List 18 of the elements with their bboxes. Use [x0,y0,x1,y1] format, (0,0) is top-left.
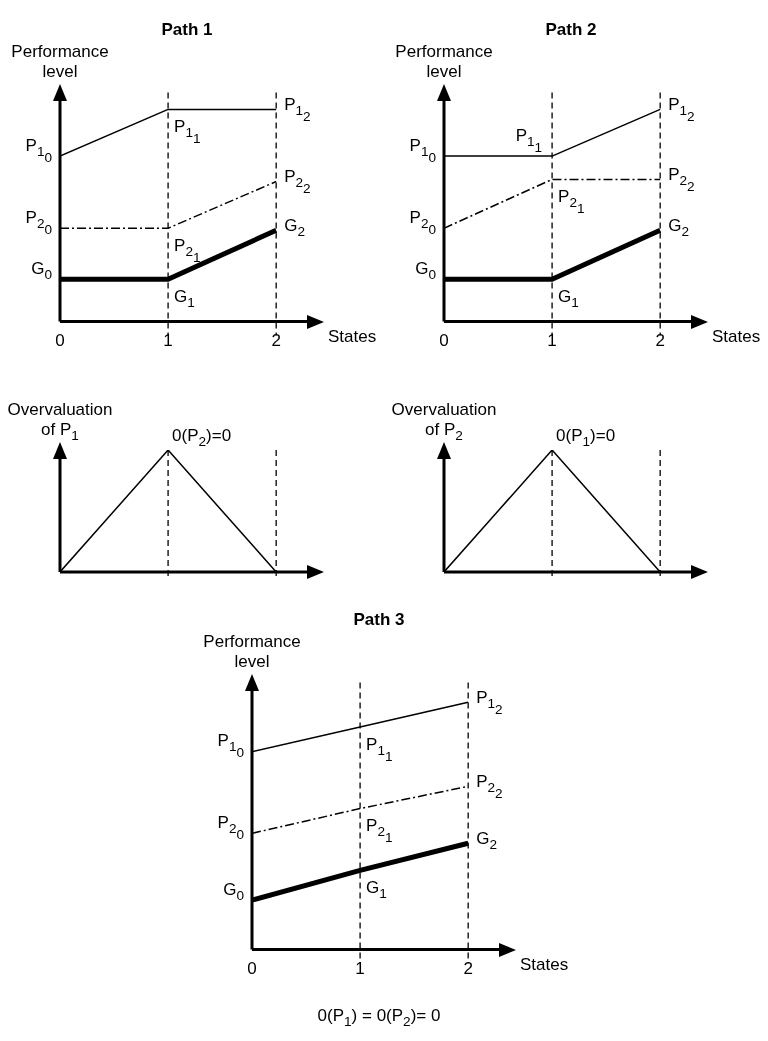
chart-title: Path 3 [353,609,405,629]
y-axis-title: Performance level [11,42,109,82]
x-tick-label: 1 [163,331,173,351]
x-tick-label: 1 [355,959,365,979]
x-tick-label: 0 [55,331,65,351]
x-tick-label: 0 [439,331,449,351]
x-tick-label: 2 [271,331,281,351]
x-axis-title: States [712,327,761,347]
x-tick-label: 2 [463,959,473,979]
x-tick-label: 2 [655,331,665,351]
x-axis-title: States [520,955,569,975]
x-axis-title: States [328,327,377,347]
y-axis-title: Performance level [395,42,493,82]
x-tick-label: 1 [547,331,557,351]
x-tick-label: 0 [247,959,257,979]
chart-title: Path 1 [161,19,213,39]
chart-title: Path 2 [545,19,597,39]
y-axis-title: Performance level [203,632,301,672]
